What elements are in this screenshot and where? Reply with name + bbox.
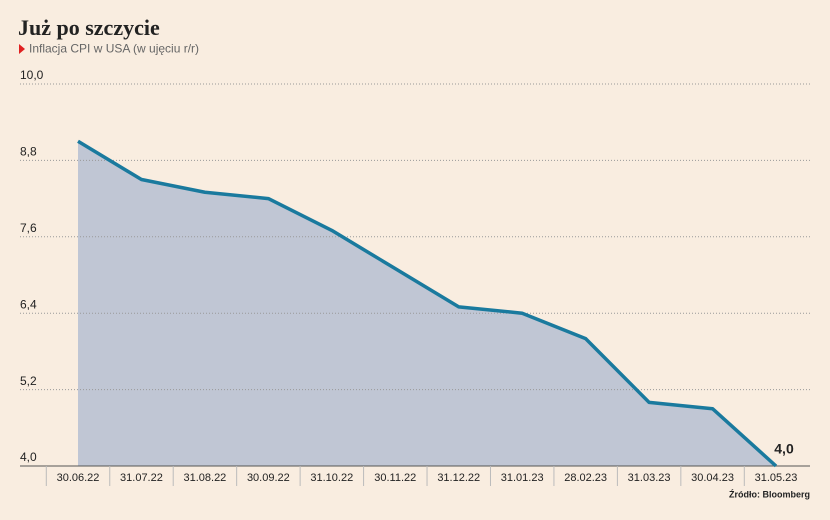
x-tick-label: 31.10.22 (310, 472, 353, 484)
y-tick-label: 8,8 (20, 145, 37, 159)
x-tick-label: 31.05.23 (755, 472, 798, 484)
x-tick-label: 30.04.23 (691, 472, 734, 484)
data-label: 4,0 (774, 441, 794, 457)
line (77, 139, 778, 468)
chart-title: Już po szczycie (18, 15, 160, 40)
x-tick-label: 31.01.23 (501, 472, 544, 484)
x-tick-label: 31.03.23 (628, 472, 671, 484)
chart-subtitle: Inflacja CPI w USA (w ujęciu r/r) (29, 42, 199, 56)
x-tick-label: 28.02.23 (564, 472, 607, 484)
x-tick-label: 30.11.22 (374, 472, 416, 484)
x-tick-label: 31.12.22 (437, 472, 480, 484)
y-tick-label: 5,2 (20, 374, 37, 388)
source: Źródło: Bloomberg (729, 489, 810, 499)
subtitle-marker (19, 44, 25, 54)
y-tick-label: 4,0 (20, 450, 37, 464)
x-tick-label: 30.09.22 (247, 472, 290, 484)
y-tick-label: 6,4 (20, 297, 37, 311)
x-tick-label: 31.07.22 (120, 472, 163, 484)
y-tick-label: 7,6 (20, 221, 37, 235)
x-tick-label: 30.06.22 (57, 472, 100, 484)
area (78, 141, 776, 467)
y-tick-label: 10,0 (20, 68, 44, 82)
x-tick-label: 31.08.22 (183, 472, 226, 484)
